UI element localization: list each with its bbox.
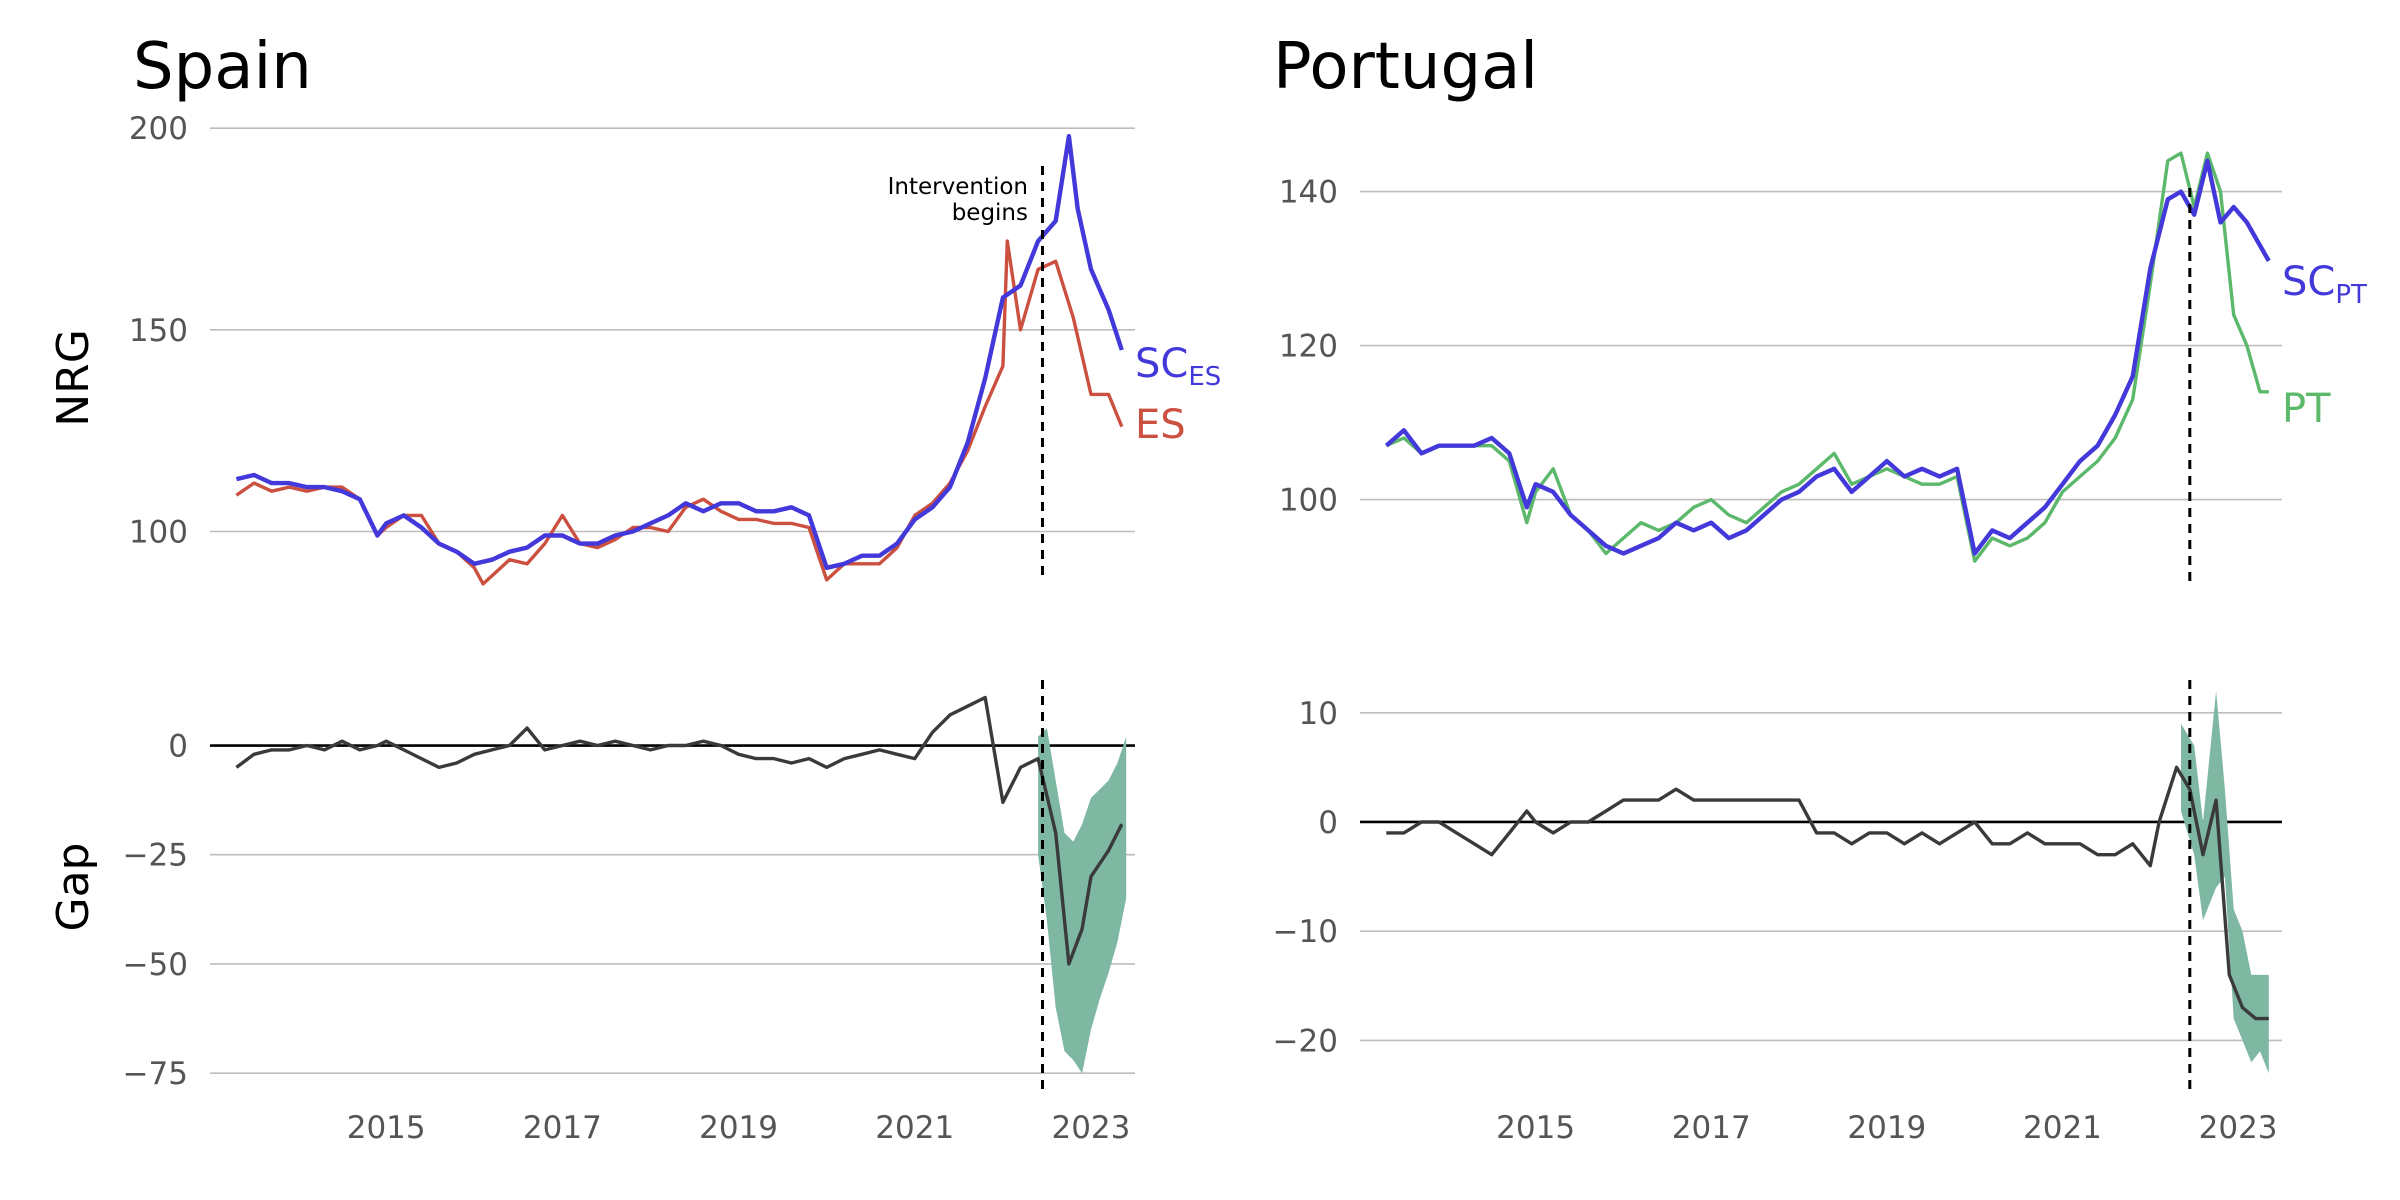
portugal-0-series-0-sc-pt	[1384, 158, 2271, 556]
portugal-1-ytick-3: −20	[1273, 1023, 1338, 1059]
portugal-xtick-1: 2017	[1672, 1110, 1751, 1146]
sc-es-label-main: SC	[1135, 341, 1188, 387]
spain-0-ytick-2: 200	[129, 111, 188, 147]
spain-1-ytick-2: −50	[123, 947, 188, 983]
portugal-confidence-band	[2181, 690, 2269, 1074]
spain-xtick-4: 2023	[1051, 1110, 1130, 1146]
spain-xtick-3: 2021	[875, 1110, 954, 1146]
spain-1-ytick-1: −25	[123, 838, 188, 874]
sc-es-label-sub: ES	[1188, 362, 1221, 392]
es-label: ES	[1135, 402, 1186, 448]
portugal-xtick-0: 2015	[1496, 1110, 1575, 1146]
portugal-1-ytick-1: 0	[1318, 805, 1338, 841]
spain-1-ytick-0: 0	[168, 729, 188, 765]
sc-es-label: SCES	[1135, 341, 1221, 392]
spain-subplot-0: 100 150 200	[129, 111, 1135, 586]
portugal-0-ytick-2: 140	[1279, 175, 1338, 211]
spain-xtick-1: 2017	[523, 1110, 602, 1146]
portugal-xtick-4: 2023	[2199, 1110, 2278, 1146]
portugal-subplot-0: 100 120 140	[1279, 151, 2282, 582]
spain-confidence-band	[1038, 728, 1127, 1074]
spain-0-series-1-es	[235, 239, 1124, 586]
spain-0-ytick-1: 150	[129, 313, 188, 349]
sc-pt-label-main: SC	[2282, 259, 2335, 305]
spain-0-series-0-sc-es	[235, 134, 1124, 570]
spain-title: Spain	[133, 30, 312, 104]
spain-subplot-1: 0 −25 −50 −75	[123, 680, 1135, 1095]
spain-0-ytick-0: 100	[129, 515, 188, 551]
spain-1-ytick-3: −75	[123, 1056, 188, 1092]
portugal-xtick-2: 2019	[1847, 1110, 1926, 1146]
spain-xtick-2: 2019	[699, 1110, 778, 1146]
spain-bottom-ylabel: Gap	[48, 843, 99, 932]
portugal-1-ytick-0: 10	[1299, 696, 1338, 732]
intervention-annotation-line1: Intervention	[888, 174, 1028, 200]
spain-1-series-0-gap	[235, 695, 1124, 966]
portugal-0-ytick-1: 120	[1279, 329, 1338, 365]
portugal-0-ytick-0: 100	[1279, 483, 1338, 519]
portugal-1-ytick-2: −10	[1273, 914, 1338, 950]
portugal-subplot-1: 10 0 −10 −20	[1273, 680, 2282, 1095]
pt-label: PT	[2282, 386, 2331, 432]
portugal-xtick-3: 2021	[2023, 1110, 2102, 1146]
sc-pt-label: SCPT	[2282, 259, 2367, 310]
spain-top-ylabel: NRG	[48, 329, 99, 427]
portugal-title: Portugal	[1273, 30, 1538, 104]
portugal-1-series-0-gap	[1386, 765, 2269, 1021]
sc-pt-label-sub: PT	[2335, 280, 2367, 310]
spain-xtick-0: 2015	[347, 1110, 426, 1146]
intervention-annotation-line2: begins	[952, 200, 1028, 226]
